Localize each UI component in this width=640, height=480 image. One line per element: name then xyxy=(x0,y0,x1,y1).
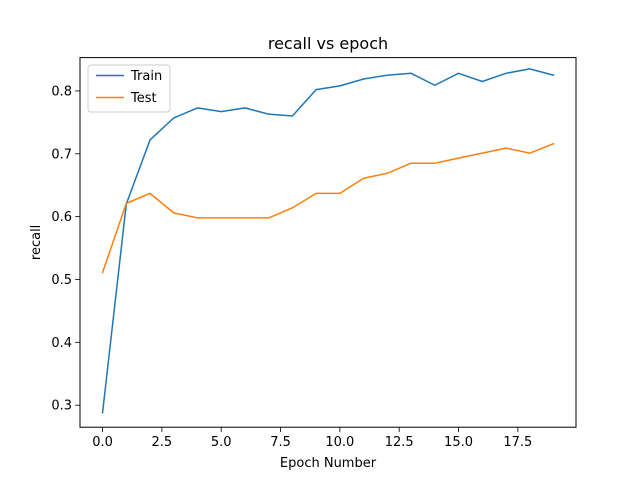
y-tick-label: 0.5 xyxy=(51,273,72,288)
y-tick-label: 0.8 xyxy=(51,84,72,99)
y-axis-label: recall xyxy=(29,225,44,260)
legend-label-train: Train xyxy=(130,69,162,84)
series-line-train xyxy=(101,68,555,414)
legend-label-test: Test xyxy=(130,91,157,106)
legend-box xyxy=(87,64,171,113)
legend: Train Test xyxy=(87,64,171,113)
y-tick-label: 0.6 xyxy=(51,210,72,225)
axis-ticks: 0.0 2.5 5.0 7.5 10.0 12.5 15.0 17.5 0.3 0.4 0.5 0.6… xyxy=(51,84,532,450)
y-tick-label: 0.7 xyxy=(51,147,72,162)
y-tick-label: 0.4 xyxy=(51,336,72,351)
x-tick-label: 2.5 xyxy=(152,435,173,450)
x-tick-label: 7.5 xyxy=(270,435,291,450)
x-tick-label: 15.0 xyxy=(444,435,473,450)
x-tick-label: 0.0 xyxy=(92,435,113,450)
x-axis-label: Epoch Number xyxy=(280,456,377,471)
x-tick-label: 10.0 xyxy=(325,435,354,450)
series-line-test xyxy=(101,142,555,274)
x-tick-label: 5.0 xyxy=(211,435,232,450)
x-tick-label: 17.5 xyxy=(503,435,532,450)
axes-frame xyxy=(79,57,577,428)
x-tick-label: 12.5 xyxy=(385,435,414,450)
y-tick-label: 0.3 xyxy=(51,399,72,414)
chart-title: recall vs epoch xyxy=(268,34,388,53)
plot-area xyxy=(101,68,555,414)
